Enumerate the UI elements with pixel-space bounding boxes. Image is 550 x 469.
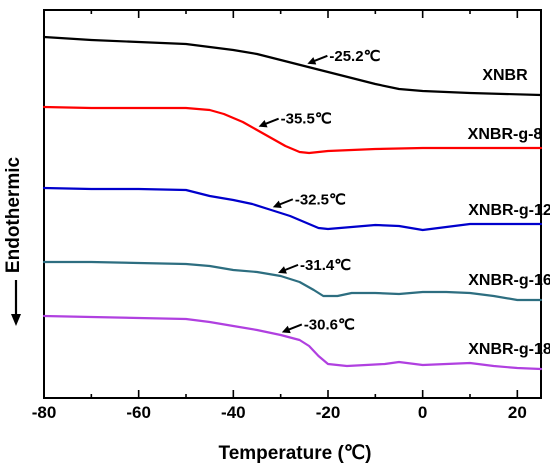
plot-frame bbox=[43, 9, 542, 399]
series-line-xnbr-g-16 bbox=[42, 260, 543, 302]
y-axis-title: Endothermic bbox=[3, 157, 24, 274]
series-label: XNBR-g-16 bbox=[468, 272, 550, 289]
tg-arrow-line bbox=[278, 198, 294, 206]
tg-arrow-line bbox=[283, 263, 299, 272]
tg-arrowhead-icon bbox=[272, 200, 282, 208]
series-label: XNBR-g-8 bbox=[468, 126, 543, 143]
tg-arrowhead-icon bbox=[258, 119, 268, 128]
tg-label: -30.6℃ bbox=[304, 316, 355, 333]
x-tick-label: 0 bbox=[418, 403, 427, 422]
axes: -80 -60 -40 -20 0 20 bbox=[32, 9, 542, 422]
down-arrow-icon bbox=[11, 314, 21, 326]
x-tick-label: -20 bbox=[316, 403, 341, 422]
tg-arrowhead-icon bbox=[307, 57, 317, 65]
x-tick-label: -60 bbox=[126, 403, 151, 422]
series-line-xnbr bbox=[42, 35, 543, 97]
tg-arrowhead-icon bbox=[278, 266, 287, 274]
tg-arrow-line bbox=[264, 117, 279, 126]
tg-label: -25.2℃ bbox=[329, 48, 380, 65]
tg-arrowhead-icon bbox=[281, 325, 291, 334]
tg-label: -35.5℃ bbox=[281, 111, 332, 128]
series-label: XNBR-g-18 bbox=[468, 341, 550, 358]
series-line-xnbr-g-12 bbox=[42, 186, 543, 232]
series-label: XNBR bbox=[482, 67, 528, 84]
series-line-xnbr-g-18 bbox=[42, 314, 543, 371]
y-axis-title-group: Endothermic bbox=[3, 157, 24, 326]
tg-arrow-line bbox=[313, 54, 328, 63]
tg-label: -32.5℃ bbox=[295, 191, 346, 208]
x-tick-label: 20 bbox=[508, 403, 527, 422]
x-axis-title: Temperature (℃) bbox=[219, 443, 372, 464]
series-line-xnbr-g-8 bbox=[42, 105, 543, 155]
annotations: XNBR -25.2℃ XNBR-g-8 -35.5℃ XNBR-g-12 -32.5℃ X… bbox=[258, 48, 550, 358]
curves bbox=[42, 35, 543, 371]
tg-arrow-line bbox=[287, 323, 303, 331]
tg-label: -31.4℃ bbox=[300, 257, 351, 274]
x-tick-label: -40 bbox=[221, 403, 246, 422]
x-tick-label: -80 bbox=[32, 403, 57, 422]
series-label: XNBR-g-12 bbox=[468, 202, 550, 219]
